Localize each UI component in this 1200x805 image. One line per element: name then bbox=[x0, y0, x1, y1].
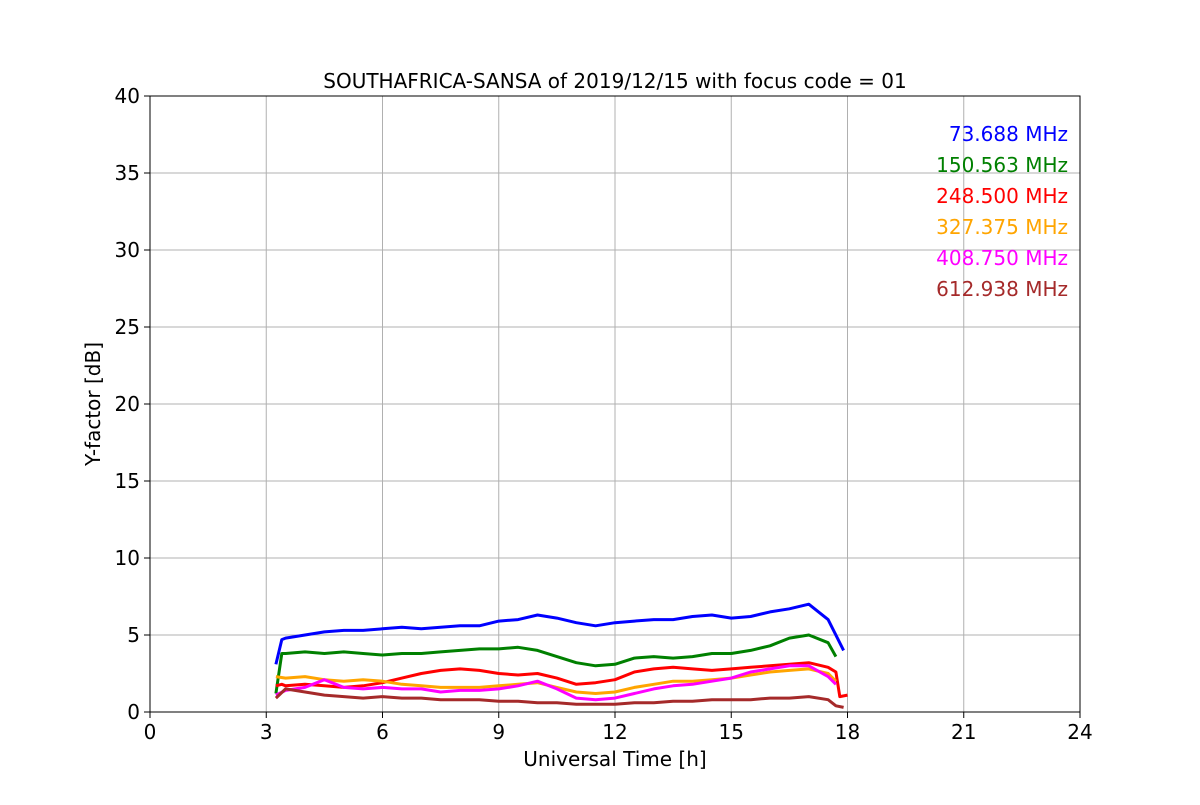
x-tick-label: 9 bbox=[492, 720, 505, 744]
series-layer bbox=[274, 602, 848, 709]
y-tick-label: 30 bbox=[115, 238, 140, 262]
y-tick-label: 25 bbox=[115, 315, 140, 339]
chart-title: SOUTHAFRICA-SANSA of 2019/12/15 with foc… bbox=[323, 69, 907, 93]
y-axis-label: Y-factor [dB] bbox=[81, 342, 105, 467]
series-line-4 bbox=[275, 664, 837, 702]
y-tick-label: 5 bbox=[127, 623, 140, 647]
series-line-5 bbox=[274, 687, 844, 709]
x-axis-label: Universal Time [h] bbox=[523, 747, 706, 771]
legend-entry: 73.688 MHz bbox=[949, 122, 1068, 146]
y-tick-label: 10 bbox=[115, 546, 140, 570]
y-tick-label: 0 bbox=[127, 700, 140, 724]
y-tick-label: 20 bbox=[115, 392, 140, 416]
y-tick-label: 35 bbox=[115, 161, 140, 185]
x-tick-label: 6 bbox=[376, 720, 389, 744]
y-tick-label: 40 bbox=[115, 84, 140, 108]
legend: 73.688 MHz 150.563 MHz 248.500 MHz 327.375 … bbox=[936, 122, 1068, 301]
legend-entry: 408.750 MHz bbox=[936, 246, 1068, 270]
series-line-2 bbox=[275, 661, 848, 699]
x-tick-label: 24 bbox=[1067, 720, 1092, 744]
ticks: 0 3 6 9 12 15 18 21 24 0 5 10 15 20 25 30 35 40 bbox=[115, 84, 1093, 744]
legend-entry: 150.563 MHz bbox=[936, 153, 1068, 177]
y-tick-label: 15 bbox=[115, 469, 140, 493]
series-line-0 bbox=[274, 602, 845, 665]
legend-entry: 612.938 MHz bbox=[936, 277, 1068, 301]
x-tick-label: 15 bbox=[719, 720, 744, 744]
series-line-1 bbox=[274, 633, 838, 694]
x-tick-label: 21 bbox=[951, 720, 976, 744]
legend-entry: 327.375 MHz bbox=[936, 215, 1068, 239]
legend-entry: 248.500 MHz bbox=[936, 184, 1068, 208]
x-tick-label: 0 bbox=[144, 720, 157, 744]
x-tick-label: 12 bbox=[602, 720, 627, 744]
x-tick-label: 3 bbox=[260, 720, 273, 744]
x-tick-label: 18 bbox=[835, 720, 860, 744]
